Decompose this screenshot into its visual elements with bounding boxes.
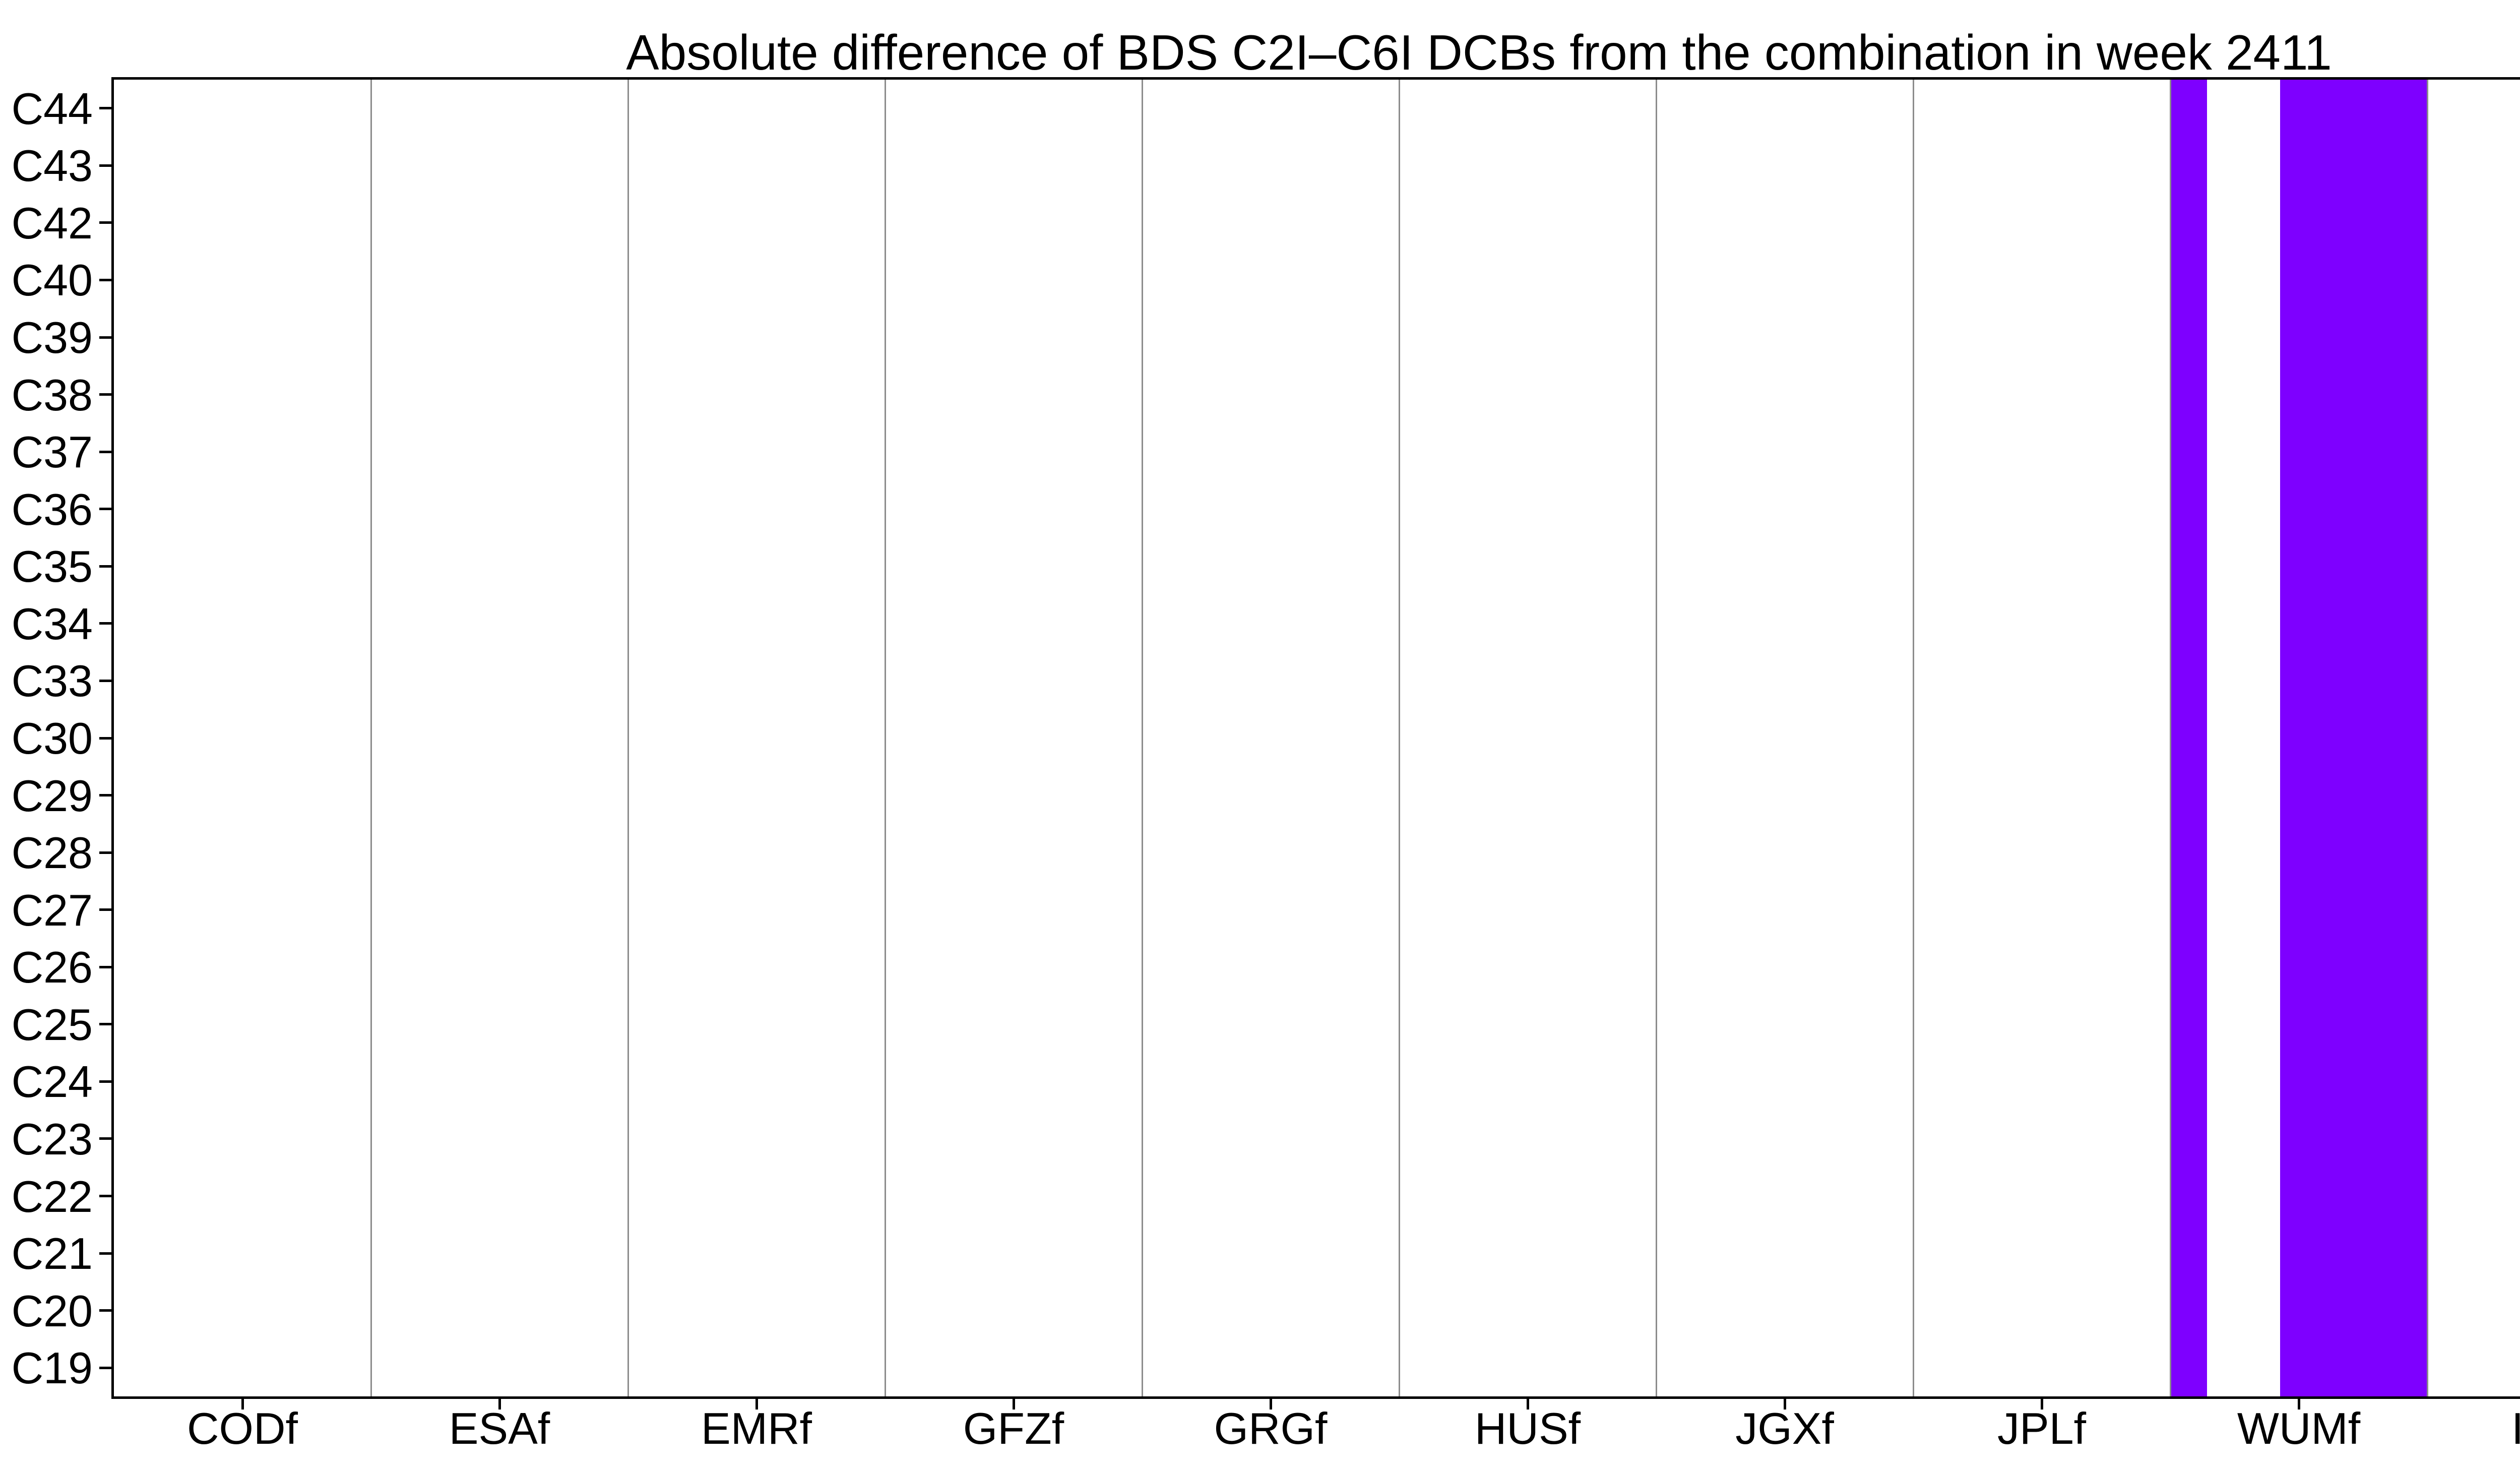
y-tick-label: C20 [11, 1285, 93, 1336]
column-gridline [1141, 80, 1143, 1396]
y-tick-mark [99, 508, 111, 511]
x-tick-label: ESAf [449, 1403, 550, 1453]
y-tick-label: C19 [11, 1343, 93, 1393]
y-tick-label: C33 [11, 656, 93, 706]
y-tick-label: C35 [11, 541, 93, 592]
y-tick-mark [99, 965, 111, 968]
heatmap-cell [2353, 80, 2391, 1396]
y-tick-label: C27 [11, 885, 93, 935]
y-tick-mark [99, 107, 111, 110]
column-gridline [1655, 80, 1657, 1396]
y-tick-mark [99, 851, 111, 854]
y-tick-label: C38 [11, 370, 93, 420]
y-tick-mark [99, 679, 111, 682]
x-tick-mark [2297, 1397, 2300, 1410]
x-tick-label: JPLf [1997, 1403, 2087, 1453]
y-tick-mark [99, 1366, 111, 1369]
y-tick-mark [99, 221, 111, 224]
x-tick-label: JGXf [1735, 1403, 1834, 1453]
y-tick-label: C43 [11, 141, 93, 191]
y-tick-mark [99, 278, 111, 281]
plot-area [111, 77, 2520, 1399]
chart-title: Absolute difference of BDS C2I–C6I DCBs … [626, 25, 2332, 80]
y-tick-mark [99, 336, 111, 339]
y-tick-label: C37 [11, 427, 93, 477]
x-tick-mark [241, 1397, 244, 1410]
x-tick-label: CODf [187, 1403, 298, 1453]
y-tick-mark [99, 393, 111, 396]
y-tick-label: C36 [11, 484, 93, 534]
y-tick-label: C24 [11, 1057, 93, 1107]
x-tick-mark [755, 1397, 758, 1410]
x-tick-mark [498, 1397, 501, 1410]
y-tick-mark [99, 164, 111, 167]
y-tick-mark [99, 908, 111, 911]
y-tick-label: C25 [11, 999, 93, 1050]
x-tick-label: HUSf [1474, 1403, 1581, 1453]
column-gridline [2169, 80, 2171, 1396]
y-tick-mark [99, 1137, 111, 1140]
x-tick-mark [2040, 1397, 2043, 1410]
heatmap-cell [2170, 80, 2208, 1396]
y-tick-label: C22 [11, 1171, 93, 1221]
y-tick-label: C34 [11, 598, 93, 649]
y-tick-mark [99, 622, 111, 625]
y-tick-mark [99, 1023, 111, 1026]
column-gridline [884, 80, 886, 1396]
heatmap-cell [2316, 80, 2354, 1396]
x-tick-label: GFZf [963, 1403, 1064, 1453]
column-gridline [2426, 80, 2428, 1396]
y-tick-mark [99, 1309, 111, 1312]
y-tick-label: C40 [11, 255, 93, 305]
x-tick-mark [1269, 1397, 1272, 1410]
y-tick-mark [99, 794, 111, 797]
y-tick-mark [99, 1195, 111, 1198]
y-tick-label: C30 [11, 713, 93, 763]
y-tick-mark [99, 565, 111, 568]
y-tick-mark [99, 737, 111, 740]
column-gridline [370, 80, 372, 1396]
x-tick-mark [1526, 1397, 1529, 1410]
y-tick-mark [99, 1252, 111, 1255]
x-tick-mark [1012, 1397, 1015, 1410]
y-tick-label: C28 [11, 828, 93, 878]
x-tick-label: WUMf [2237, 1403, 2361, 1453]
column-gridline [1398, 80, 1400, 1396]
y-tick-label: C21 [11, 1229, 93, 1279]
y-tick-label: C29 [11, 770, 93, 821]
y-tick-mark [99, 450, 111, 453]
y-tick-label: C26 [11, 942, 93, 993]
x-tick-label: IGSf [2511, 1403, 2520, 1453]
x-tick-mark [1783, 1397, 1786, 1410]
column-gridline [1912, 80, 1914, 1396]
y-tick-label: C23 [11, 1114, 93, 1164]
y-tick-label: C44 [11, 83, 93, 134]
y-tick-mark [99, 1080, 111, 1083]
y-tick-label: C39 [11, 313, 93, 363]
x-tick-label: GRGf [1214, 1403, 1328, 1453]
column-gridline [627, 80, 629, 1396]
y-tick-label: C42 [11, 198, 93, 248]
heatmap-cell [2280, 80, 2317, 1396]
x-tick-label: EMRf [701, 1403, 812, 1453]
heatmap-cell [2390, 80, 2428, 1396]
